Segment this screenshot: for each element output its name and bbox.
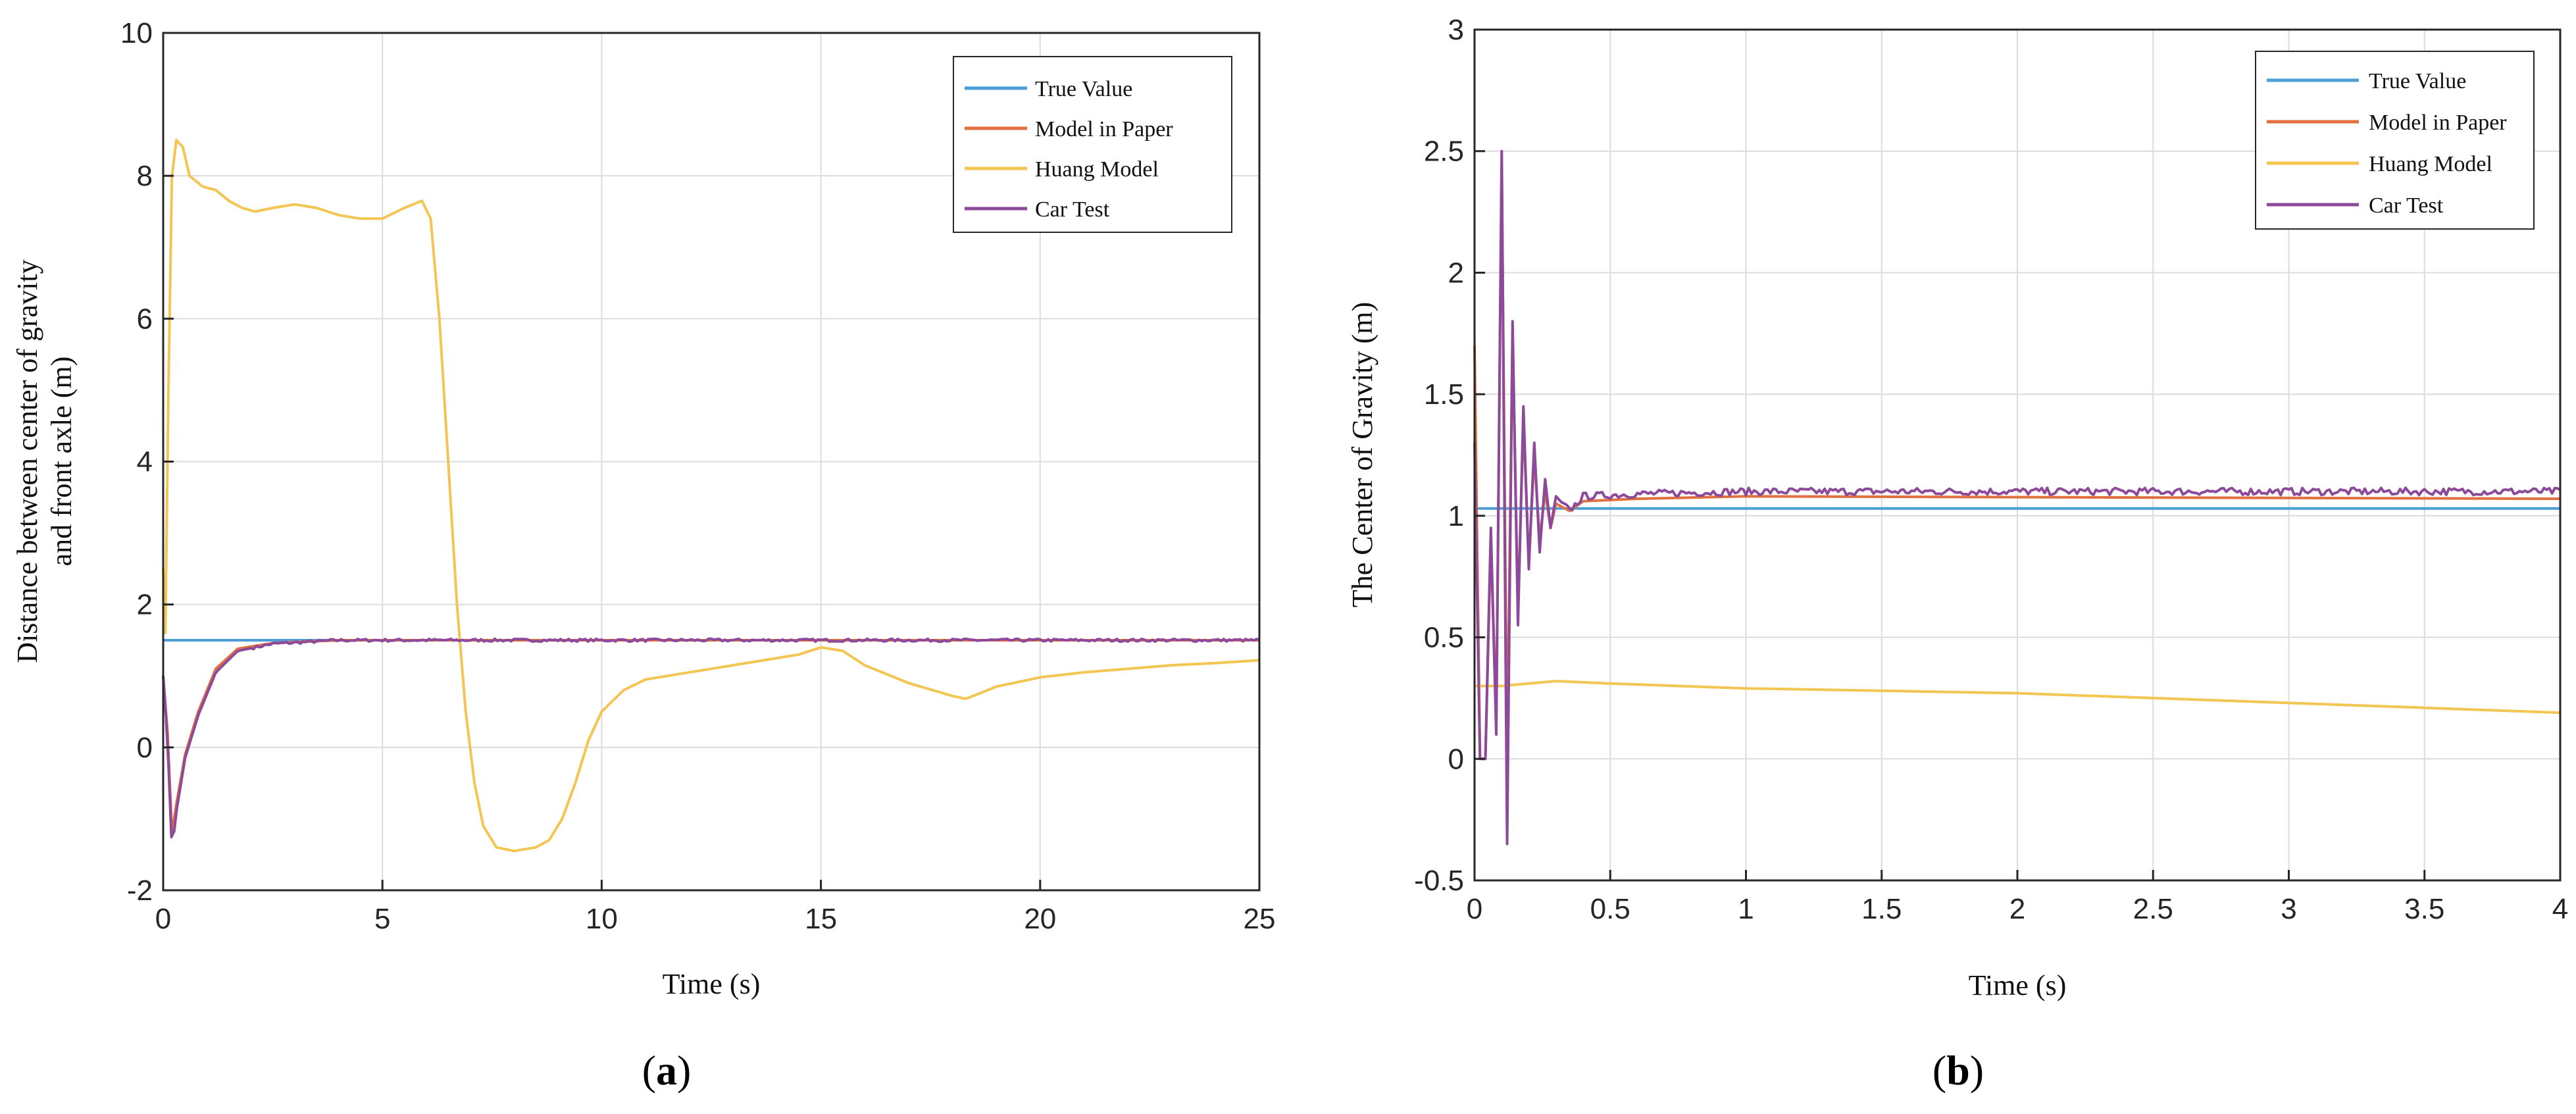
chart-a-legend: True Value Model in Paper Huang Model Ca…: [953, 56, 1232, 233]
chart-a-xtick-label: 10: [586, 903, 618, 935]
chart-a-series-huang-model: [162, 138, 1260, 853]
chart-a-panel-letter: a: [656, 1047, 677, 1094]
chart-b-xlabel: Time (s): [1969, 969, 2067, 1001]
chart-b-ytick-label: 2.5: [1424, 136, 1464, 168]
chart-a-ytick-label: 10: [120, 17, 153, 49]
chart-a-legend-label-model-in-paper: Model in Paper: [1035, 117, 1173, 141]
chart-a-ytick-label: -2: [127, 874, 153, 907]
chart-a-xtick-label: 25: [1244, 903, 1276, 935]
chart-b-ytick-label: 0.5: [1424, 622, 1464, 654]
chart-a-legend-label-huang-model: Huang Model: [1035, 157, 1159, 182]
chart-b-xtick-label: 0: [1467, 893, 1482, 925]
chart-b: 0 0.5 1 1.5 2 2.5 3 3.5 4-0.500.511.522.53 Time …: [1346, 14, 2568, 1094]
chart-b-ytick-label: 0: [1448, 743, 1464, 775]
chart-b-legend-label-car-test: Car Test: [2369, 193, 2444, 218]
chart-b-legend: True Value Model in Paper Huang Model Ca…: [2255, 51, 2535, 230]
chart-b-xtick-label: 4: [2552, 893, 2568, 925]
chart-b-legend-label-true-value: True Value: [2369, 69, 2466, 93]
chart-b-xtick-label: 3: [2281, 893, 2296, 925]
chart-b-xtick-label: 2.5: [2133, 893, 2173, 925]
chart-b-panel-letter: b: [1946, 1047, 1970, 1094]
chart-a-legend-label-true-value: True Value: [1035, 77, 1132, 101]
chart-b-xtick-label: 2: [2009, 893, 2025, 925]
chart-a-xtick-label: 20: [1024, 903, 1056, 935]
chart-a-xlabel: Time (s): [663, 968, 761, 1000]
chart-a-ytick-label: 4: [137, 446, 153, 478]
chart-b-ytick-label: -0.5: [1414, 865, 1464, 897]
chart-b-ylabel: The Center of Gravity (m): [1346, 302, 1378, 607]
chart-b-xtick-label: 1.5: [1861, 893, 1902, 925]
chart-b-series-car-test: [1473, 149, 2561, 846]
chart-a-ytick-label: 6: [137, 303, 153, 335]
chart-a-series-car-test: [162, 637, 1260, 839]
chart-b-ytick-label: 1.5: [1424, 378, 1464, 411]
chart-a-legend-label-car-test: Car Test: [1035, 197, 1110, 222]
chart-b-ytick-label: 3: [1448, 14, 1464, 46]
chart-a-xtick-label: 0: [155, 903, 171, 935]
chart-b-series-huang-model: [1475, 680, 2561, 715]
chart-b-ytick-label: 2: [1448, 257, 1464, 289]
chart-b-legend-label-huang-model: Huang Model: [2369, 152, 2492, 176]
chart-a-ylabel-line2: and front axle (m): [45, 357, 78, 567]
chart-b-xtick-label: 3.5: [2404, 893, 2444, 925]
chart-b-series: [1473, 149, 2561, 846]
chart-a-xtick-label: 15: [805, 903, 837, 935]
chart-b-ticks: 0 0.5 1 1.5 2 2.5 3 3.5 4-0.500.511.522.53: [1414, 14, 2568, 925]
chart-b-panel-label: (b): [1932, 1047, 1984, 1094]
chart-b-xtick-label: 0.5: [1590, 893, 1630, 925]
chart-a-ytick-label: 2: [137, 589, 153, 621]
chart-b-ytick-label: 1: [1448, 500, 1464, 532]
chart-a-panel-label: (a): [642, 1047, 692, 1094]
chart-b-xtick-label: 1: [1738, 893, 1754, 925]
chart-a-ylabel-line1: Distance between center of gravity: [11, 259, 43, 663]
chart-a-legend-box: [953, 56, 1232, 233]
chart-a-ytick-label: 0: [137, 732, 153, 764]
chart-a-xtick-label: 5: [374, 903, 390, 935]
chart-b-legend-label-model-in-paper: Model in Paper: [2369, 111, 2507, 135]
chart-a-ytick-label: 8: [137, 160, 153, 192]
chart-a-series: [162, 138, 1260, 853]
